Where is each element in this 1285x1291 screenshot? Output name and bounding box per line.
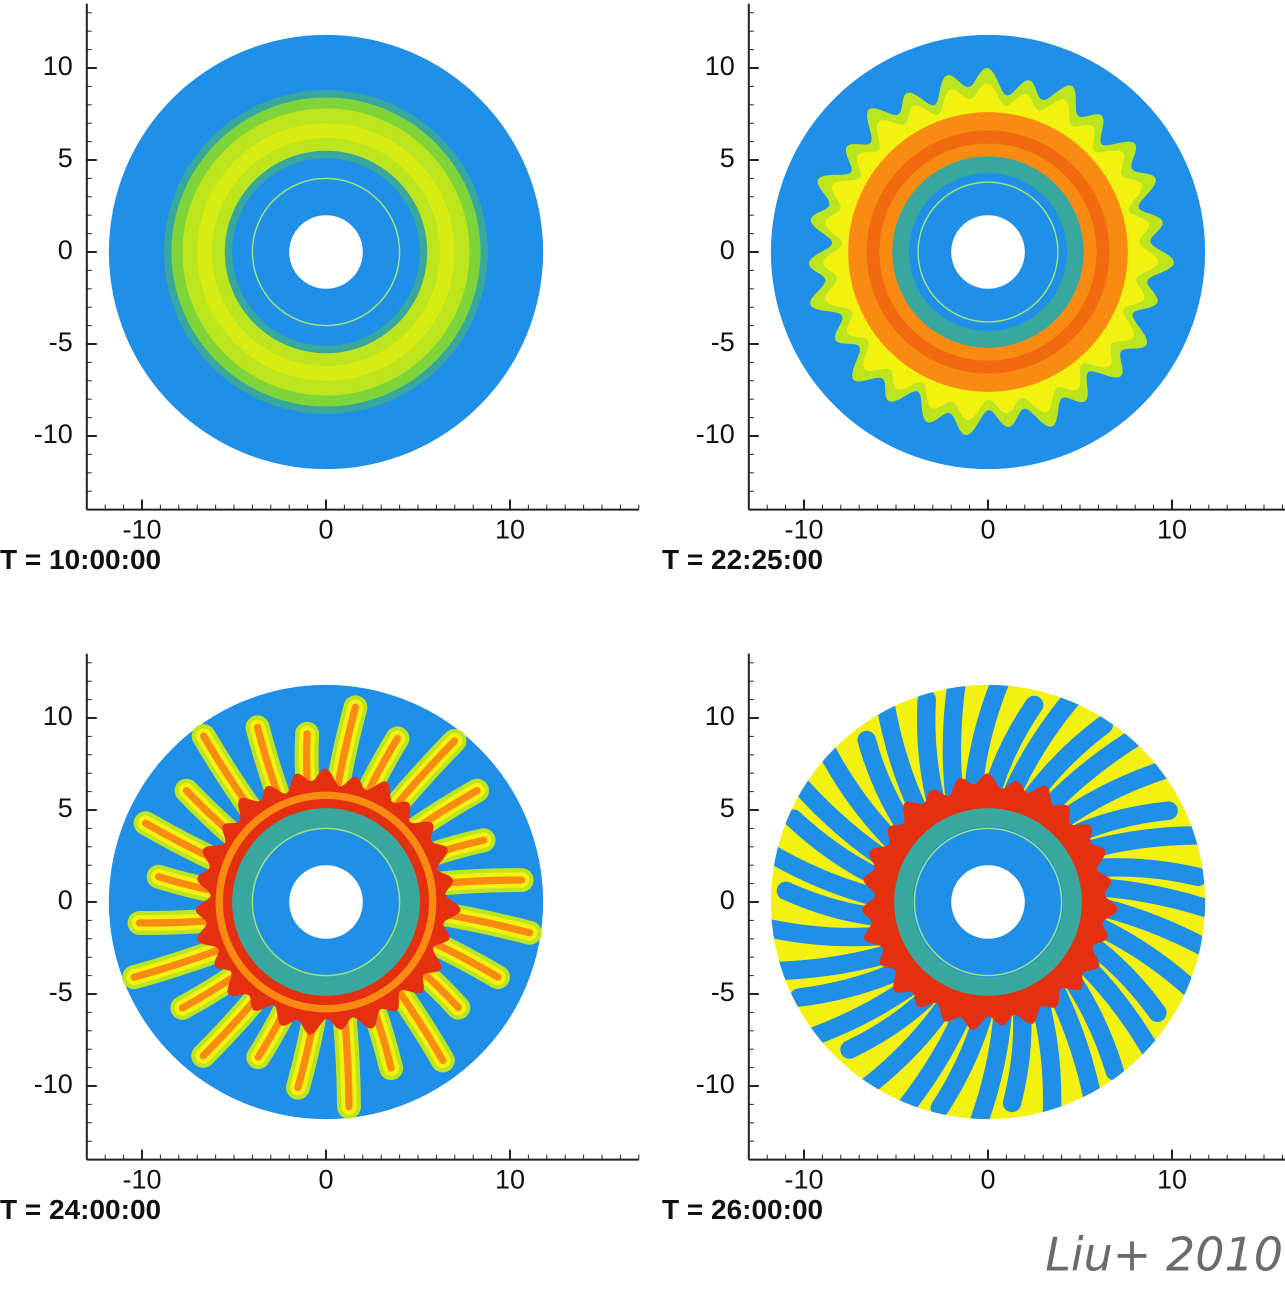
- y-tick-label: 5: [58, 143, 73, 173]
- contour-finger: [1099, 867, 1198, 877]
- x-tick-label: 0: [318, 1165, 333, 1195]
- credit: Liu+ 2010: [1045, 1228, 1283, 1282]
- panel-title: T = 24:00:00: [0, 1194, 161, 1225]
- contour-field: [109, 35, 543, 469]
- x-tick-label: 0: [980, 515, 995, 545]
- y-tick-label: -10: [696, 1069, 735, 1099]
- x-tick-label: -10: [784, 515, 823, 545]
- y-tick-label: -5: [711, 327, 735, 357]
- contour-finger: [139, 920, 213, 923]
- contour-finger: [952, 664, 960, 791]
- x-tick-label: -10: [784, 1165, 823, 1195]
- y-tick-label: 5: [720, 793, 735, 823]
- contour-field: [771, 35, 1205, 469]
- y-tick-label: 0: [58, 235, 73, 265]
- inner-hole: [289, 215, 363, 289]
- panel-title: T = 10:00:00: [0, 544, 161, 575]
- x-tick-label: 10: [495, 515, 525, 545]
- inner-hole: [951, 215, 1025, 289]
- y-tick-label: 10: [705, 51, 735, 81]
- x-tick-label: 0: [980, 1165, 995, 1195]
- contour-field: [109, 685, 543, 1119]
- y-tick-label: -5: [711, 977, 735, 1007]
- contour-finger: [1012, 1013, 1022, 1103]
- contour-field: [759, 664, 1227, 1131]
- x-tick-label: -10: [122, 515, 161, 545]
- y-tick-label: -5: [49, 327, 73, 357]
- x-tick-label: 0: [318, 515, 333, 545]
- contour-finger: [926, 699, 935, 798]
- y-tick-label: 10: [43, 701, 73, 731]
- y-tick-label: 0: [720, 235, 735, 265]
- panel-title: T = 22:25:00: [662, 544, 823, 575]
- x-tick-label: 10: [1157, 1165, 1187, 1195]
- figure: Liu+ 2010 -10-50510-10010T = 10:00:00-10…: [0, 0, 1285, 1291]
- y-tick-label: 5: [58, 793, 73, 823]
- inner-hole: [289, 865, 363, 939]
- y-tick-label: 10: [43, 51, 73, 81]
- page: {"chart_data": [ {"type": "contour", "ti…: [0, 0, 1285, 1291]
- y-tick-label: 10: [705, 701, 735, 731]
- x-tick-label: 10: [1157, 515, 1187, 545]
- panel-title: T = 26:00:00: [662, 1194, 823, 1225]
- y-tick-label: -10: [34, 419, 73, 449]
- x-tick-label: 10: [495, 1165, 525, 1195]
- y-tick-label: -10: [34, 1069, 73, 1099]
- y-tick-label: 0: [58, 885, 73, 915]
- inner-hole: [951, 865, 1025, 939]
- x-tick-label: -10: [122, 1165, 161, 1195]
- y-tick-label: -10: [696, 419, 735, 449]
- y-tick-label: 5: [720, 143, 735, 173]
- contour-finger: [769, 928, 877, 937]
- y-tick-label: 0: [720, 885, 735, 915]
- y-tick-label: -5: [49, 977, 73, 1007]
